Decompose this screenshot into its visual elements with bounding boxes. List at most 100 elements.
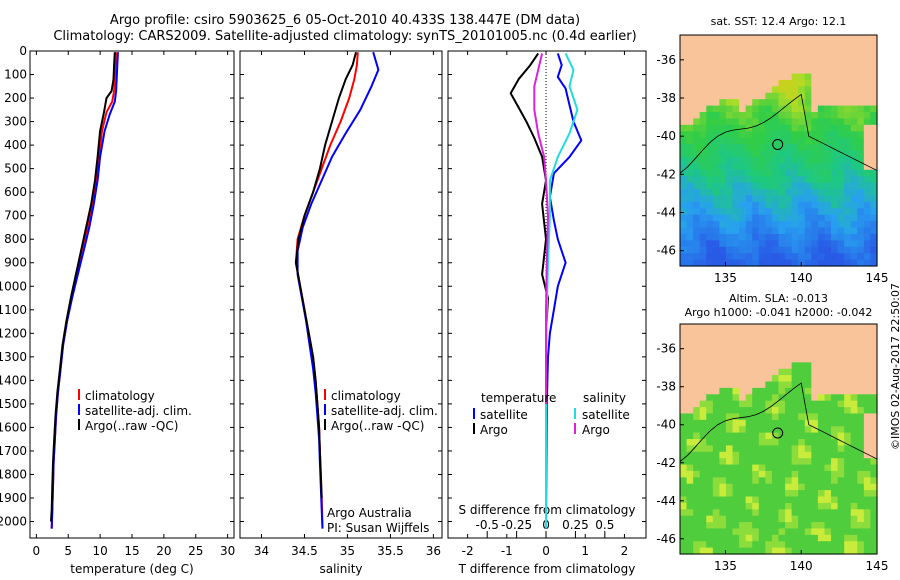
sst_map-cell bbox=[758, 54, 766, 62]
sla_map-cell bbox=[798, 349, 806, 357]
sla_map-cell bbox=[771, 400, 780, 408]
sla_map-cell bbox=[870, 547, 878, 555]
sst_map-cell bbox=[824, 201, 832, 209]
sla_map-cell bbox=[771, 502, 780, 510]
salinity-xlabel: salinity bbox=[319, 562, 362, 576]
sst_map-cell bbox=[771, 214, 780, 222]
sst_map-cell bbox=[758, 67, 766, 75]
sst_map-cell bbox=[752, 35, 760, 43]
sla_map-cell bbox=[778, 470, 786, 478]
legend-salinity-heading: salinity bbox=[583, 391, 626, 405]
sla_map-cell bbox=[725, 368, 734, 376]
sst_map-cell bbox=[791, 214, 799, 222]
sst_map-cell bbox=[844, 41, 852, 49]
sla_map-cell bbox=[811, 394, 819, 402]
sla_map-cell bbox=[686, 419, 694, 427]
sla_map-cell bbox=[725, 547, 734, 555]
sla_map-cell bbox=[804, 451, 812, 459]
sst_map-cell bbox=[706, 201, 714, 209]
legend-temperature-heading: temperature bbox=[481, 391, 556, 405]
sla_map-cell bbox=[791, 483, 799, 491]
sst_map-cell bbox=[758, 92, 766, 100]
sla_map-cell bbox=[706, 547, 714, 555]
sst_map-cell bbox=[844, 182, 852, 190]
sst_map-cell bbox=[778, 79, 786, 87]
sla_map-cell bbox=[739, 336, 747, 344]
sst_map-cell bbox=[798, 259, 806, 267]
sst_map-cell bbox=[686, 60, 694, 68]
sst_map-cell bbox=[791, 92, 799, 100]
sla_map-cell bbox=[739, 387, 747, 395]
sla_map-cell bbox=[693, 483, 701, 491]
sla_map-cell bbox=[870, 394, 878, 402]
sst_map-cell bbox=[837, 227, 845, 235]
sla_map-cell bbox=[778, 419, 786, 427]
sla_map-cell bbox=[771, 426, 780, 434]
sst_map-cell bbox=[811, 201, 819, 209]
sst_map-cell bbox=[686, 176, 694, 184]
salinity-legend-label: satellite-adj. clim. bbox=[331, 404, 438, 418]
sst_map-cell bbox=[739, 60, 747, 68]
sla_map-cell bbox=[686, 496, 694, 504]
sst_map-cell bbox=[758, 79, 766, 87]
sst_map-cell bbox=[798, 99, 806, 107]
sla_map-cell bbox=[824, 330, 832, 338]
sst_map-cell bbox=[837, 67, 845, 75]
sla_map-cell bbox=[765, 502, 773, 510]
salinity-xtick-label: 35.5 bbox=[377, 544, 404, 558]
sst_map-cell bbox=[804, 105, 812, 113]
sst_map-cell bbox=[752, 221, 760, 229]
sla_map-cell bbox=[699, 400, 707, 408]
sst_map-cell bbox=[824, 169, 832, 177]
sst_map-cell bbox=[725, 131, 734, 139]
temperature-legend-label: Argo(..raw -QC) bbox=[85, 419, 178, 433]
sst_map-cell bbox=[719, 60, 727, 68]
sst_map-cell bbox=[758, 259, 766, 267]
sst_map-cell bbox=[758, 189, 766, 197]
sst_map-cell bbox=[712, 176, 720, 184]
sst_map-cell bbox=[686, 221, 694, 229]
sla_map-cell bbox=[791, 451, 799, 459]
sst_map-cell bbox=[863, 79, 872, 87]
sla_map-cell bbox=[693, 362, 701, 370]
sla_map-cell bbox=[693, 426, 701, 434]
sla_map-cell bbox=[739, 324, 747, 331]
sst_map-cell bbox=[791, 163, 799, 171]
sst_map-cell bbox=[804, 253, 812, 261]
sst_map-cell bbox=[712, 253, 720, 261]
sla_map-cell bbox=[778, 464, 786, 472]
sla_map-cell bbox=[752, 547, 760, 555]
sst_map-cell bbox=[850, 259, 858, 267]
sla_map-cell bbox=[824, 464, 832, 472]
sla_map-cell bbox=[817, 451, 826, 459]
sla_map-cell bbox=[798, 515, 806, 523]
sst_map-cell bbox=[837, 79, 845, 87]
sst_map-cell bbox=[817, 35, 826, 43]
sla_map-cell bbox=[745, 362, 753, 370]
sst_map-cell bbox=[837, 92, 845, 100]
sla_map-cell bbox=[804, 439, 812, 446]
sst_map-cell bbox=[863, 86, 872, 94]
sst_map-cell bbox=[686, 79, 694, 87]
sla_map-cell bbox=[791, 362, 799, 370]
sla_map-cell bbox=[863, 432, 872, 440]
sst_map-cell bbox=[837, 221, 845, 229]
sla_map-cell bbox=[791, 419, 799, 427]
sla_map-cell bbox=[811, 330, 819, 338]
sst_map-cell bbox=[739, 47, 747, 55]
sst_map-cell bbox=[699, 73, 707, 81]
sst_map-cell bbox=[850, 253, 858, 261]
sla_map-cell bbox=[712, 515, 720, 523]
sla_map-cell bbox=[791, 336, 799, 344]
sla_map-cell bbox=[804, 394, 812, 402]
sla_map-cell bbox=[699, 509, 707, 517]
sst_map-cell bbox=[765, 195, 773, 203]
sla_map-cell bbox=[680, 407, 688, 415]
sst_map-cell bbox=[752, 240, 760, 248]
sla_map-cell bbox=[699, 515, 707, 523]
sla_map-cell bbox=[680, 324, 688, 331]
sst_map-cell bbox=[693, 253, 701, 261]
sla_map-cell bbox=[857, 464, 865, 472]
sla_map-cell bbox=[712, 419, 720, 427]
sla_map-cell bbox=[758, 496, 766, 504]
